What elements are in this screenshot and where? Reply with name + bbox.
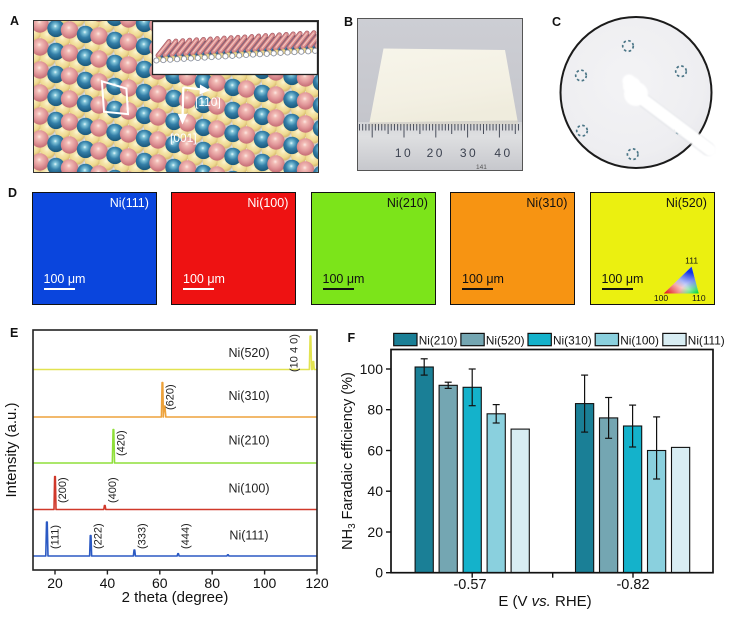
svg-text:60: 60 xyxy=(367,443,383,459)
svg-text:[110]: [110] xyxy=(195,95,221,109)
svg-text:111: 111 xyxy=(685,256,698,266)
svg-text:E (V vs. RHE): E (V vs. RHE) xyxy=(498,593,591,610)
svg-text:NH3 Faradaic efficiency (%): NH3 Faradaic efficiency (%) xyxy=(340,372,358,550)
svg-text:Intensity (a.u.): Intensity (a.u.) xyxy=(3,402,20,497)
svg-text:100: 100 xyxy=(360,361,384,377)
svg-text:80: 80 xyxy=(367,402,383,418)
svg-text:40: 40 xyxy=(367,483,383,499)
svg-text:40: 40 xyxy=(100,575,116,591)
svg-text:30: 30 xyxy=(459,146,477,160)
svg-text:(620): (620) xyxy=(164,384,176,410)
svg-text:-0.57: -0.57 xyxy=(453,577,486,593)
svg-text:(420): (420) xyxy=(115,430,127,456)
svg-text:(10 4 0): (10 4 0) xyxy=(289,334,301,372)
svg-text:120: 120 xyxy=(305,575,329,591)
svg-text:100: 100 xyxy=(253,575,277,591)
svg-text:20: 20 xyxy=(47,575,63,591)
svg-text:Ni(111): Ni(111) xyxy=(229,529,268,543)
svg-text:40: 40 xyxy=(494,146,512,160)
svg-text:(444): (444) xyxy=(180,523,192,549)
svg-text:Ni(100): Ni(100) xyxy=(229,482,270,496)
svg-text:110: 110 xyxy=(692,293,706,303)
svg-text:100: 100 xyxy=(654,293,668,303)
svg-text:(222): (222) xyxy=(93,523,105,549)
svg-text:0: 0 xyxy=(375,565,383,581)
svg-text:Ni(100): Ni(100) xyxy=(620,333,659,347)
svg-text:20: 20 xyxy=(367,524,383,540)
svg-text:20: 20 xyxy=(426,146,444,160)
svg-text:[001]: [001] xyxy=(170,131,197,145)
svg-text:2 theta (degree): 2 theta (degree) xyxy=(122,589,229,606)
svg-text:-0.82: -0.82 xyxy=(616,577,649,593)
svg-text:Ni(520): Ni(520) xyxy=(229,346,270,360)
svg-text:(111): (111) xyxy=(49,525,61,549)
svg-text:Ni(310): Ni(310) xyxy=(553,333,592,347)
svg-text:(200): (200) xyxy=(57,477,69,503)
svg-text:Ni(520): Ni(520) xyxy=(486,333,525,347)
svg-text:(333): (333) xyxy=(136,523,148,549)
svg-text:Ni(111): Ni(111) xyxy=(688,333,725,347)
svg-text:Ni(310): Ni(310) xyxy=(229,389,270,403)
svg-text:141: 141 xyxy=(476,164,487,171)
svg-text:(400): (400) xyxy=(107,477,119,503)
svg-text:10: 10 xyxy=(394,146,412,160)
svg-text:Ni(210): Ni(210) xyxy=(229,434,270,448)
svg-text:Ni(210): Ni(210) xyxy=(419,333,458,347)
